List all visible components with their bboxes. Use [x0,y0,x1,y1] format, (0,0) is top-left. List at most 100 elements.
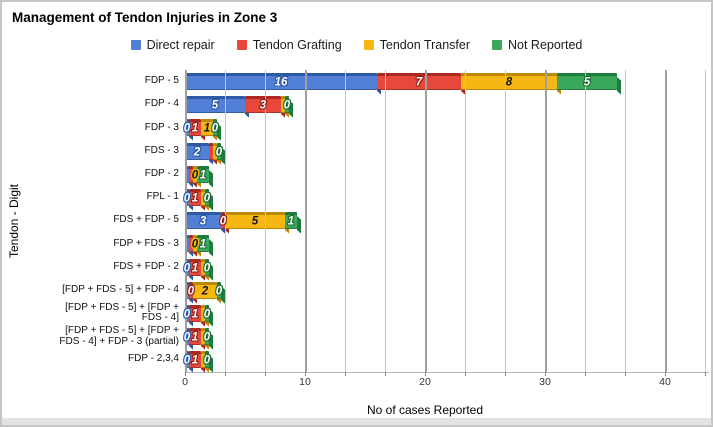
bar-segment-tendon-transfer [201,304,209,327]
bar-segment-3d-cap [297,216,301,234]
x-axis-title: No of cases Reported [366,403,484,417]
bar-segment-tendon-transfer [213,142,221,165]
stacked-bar: 16 7 8 5 [185,73,621,95]
minor-gridline [225,70,226,372]
data-label: 0 [203,354,211,367]
bar-segment-tendon-grafting: 3 [245,96,285,118]
major-gridline [425,70,427,372]
major-gridline [545,70,547,372]
minor-gridline [705,70,706,372]
bar-segment-tendon-grafting: 1 [189,258,205,281]
data-label: 1 [191,192,199,205]
bar-segment-tendon-grafting: 0 [220,212,229,234]
category-label: FDP - 2,3,4 [128,353,179,365]
bar-segment-direct-repair: 0 [184,119,193,142]
minor-gridline [385,70,386,372]
category-label: [FDP + FDS - 5] + [FDP + FDS - 4] [65,301,179,324]
x-tick-label: 20 [419,376,431,388]
bar-segment-tendon-grafting: 1 [189,351,205,373]
data-label: 0 [183,354,191,367]
axis-tick [505,372,506,376]
legend-label: Tendon Transfer [379,38,470,52]
bar-segment-direct-repair: 5 [185,96,249,118]
bar-segment-tendon-transfer: 5 [225,212,289,234]
data-label: 16 [274,76,288,89]
axis-tick [185,372,186,376]
plot-area: 16 7 8 5 5 3 0 0 1 1 0 2 0 0 1 0 1 0 3 0 5 1 0 1 0 1 0 0 2 0 0 1 0 0 1 0 0 1 0 [183,70,709,376]
minor-gridline [345,70,346,372]
data-label: 1 [191,262,199,275]
legend-swatch-green-icon [492,40,502,50]
bar-segment-tendon-transfer: 0 [191,165,201,188]
category-label: [FDP + FDS - 5] + FDP - 4 [62,283,179,295]
bar-segment-tendon-grafting: 0 [188,281,197,304]
data-label: 0 [183,331,191,344]
bar-segment-direct-repair: 0 [183,304,193,327]
data-label: 0 [183,192,191,205]
category-label: FDP - 2 [144,167,179,179]
bar-segment-not-reported: 0 [211,119,221,142]
bar-segment-tendon-grafting: 1 [189,189,205,211]
data-label: 2 [201,285,209,298]
bar-segment-tendon-grafting: 1 [189,119,205,142]
legend-swatch-yellow-icon [363,40,374,50]
axis-tick [385,372,386,376]
data-label: 0 [215,146,223,159]
bar-segment-not-reported: 1 [197,165,213,188]
axis-tick [705,372,706,376]
bar-segment-not-reported: 5 [557,73,621,95]
data-label: 0 [183,262,191,275]
bar-segment-direct-repair: 3 [185,212,225,234]
bottom-edge-strip [2,418,711,425]
data-label: 7 [415,76,423,89]
data-label: 3 [199,215,207,228]
data-label: 0 [183,308,191,321]
category-label: FDS + FDP - 2 [113,260,179,272]
bar-segment-3d-cap [209,169,213,188]
data-label: 0 [203,192,211,205]
data-label: 0 [191,169,199,182]
axis-tick [585,372,586,376]
legend-label: Tendon Grafting [252,38,342,52]
bar-segment-tendon-transfer [201,258,209,281]
major-gridline [185,70,187,372]
bar-segment-direct-repair [185,281,193,304]
axis-tick [345,372,346,376]
x-tick-label: 40 [659,376,671,388]
bar-row: 16 7 8 5 [185,70,709,95]
legend-label: Not Reported [508,38,583,52]
bar-segment-direct-repair: 0 [183,328,193,350]
data-label: 5 [211,99,219,112]
bar-segment-tendon-transfer [201,351,209,373]
bar-segment-tendon-transfer [281,96,289,118]
data-label: 0 [211,122,219,135]
category-label: [FDP + FDS - 5] + [FDP + FDS - 4] + FDP … [59,324,179,347]
bar-segment-tendon-transfer: 8 [461,73,561,95]
bar-segment-not-reported: 0 [215,142,225,165]
axis-tick [665,372,666,376]
bar-segment-direct-repair: 16 [185,73,381,95]
category-label: FDP - 4 [144,98,179,110]
category-label: FPL - 1 [146,191,179,203]
minor-gridline [625,70,626,372]
bar-segment-not-reported: 0 [204,328,213,350]
bar-segment-tendon-grafting: 1 [189,304,205,327]
data-label: 0 [283,99,291,112]
legend-item-tendon-transfer: Tendon Transfer [363,38,470,52]
